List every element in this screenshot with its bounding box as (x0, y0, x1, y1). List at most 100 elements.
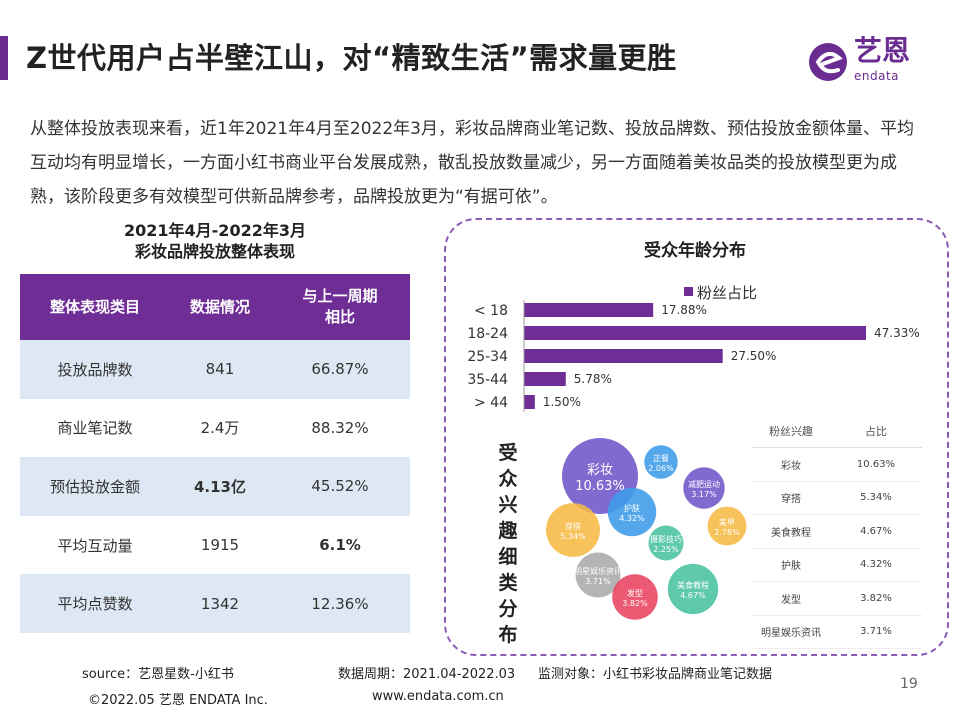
interest-name: 护肤 (781, 561, 801, 573)
legend-swatch (684, 287, 693, 296)
logo-en-text: endata (854, 69, 900, 83)
age-data-label: 5.78% (574, 372, 612, 386)
interest-table: 粉丝兴趣 占比 彩妆 10.63% 穿搭 5.34% 美食教程 4.67% 护肤 4.32% 发… (752, 414, 922, 649)
row-category: 平均点赞数 (20, 574, 170, 633)
header-change-line1: 与上一周期 (302, 287, 378, 305)
age-tick-label: 25-34 (467, 349, 508, 365)
interest-share: 5.34% (860, 492, 892, 504)
footer-website: www.endata.com.cn (372, 689, 504, 704)
row-value: 4.13亿 (170, 457, 270, 516)
interest-bubble: 护肤4.32% (607, 487, 657, 537)
header-category: 整体表现类目 (20, 274, 170, 340)
row-category: 平均互动量 (20, 515, 170, 575)
interest-share: 4.67% (860, 525, 892, 537)
interest-bubble: 发型3.82% (612, 574, 658, 620)
bubble-circle (607, 487, 657, 537)
performance-row: 平均互动量 1915 6.1% (20, 515, 410, 575)
bubble-name: 发型 (627, 588, 643, 598)
row-change: 6.1% (270, 515, 410, 575)
bubble-value: 4.67% (680, 591, 706, 600)
interest-table-row: 发型 3.82% (752, 582, 922, 616)
age-data-label: 47.33% (874, 326, 920, 340)
performance-row: 预估投放金额 4.13亿 45.52% (20, 457, 410, 516)
row-change: 45.52% (270, 457, 410, 516)
interest-name: 美食教程 (771, 527, 811, 539)
bubble-circle (707, 506, 747, 546)
bubble-value: 3.71% (585, 577, 611, 586)
page-number: 19 (900, 676, 918, 692)
age-bar (524, 303, 654, 317)
row-change: 12.36% (270, 574, 410, 633)
interest-table-row: 穿搭 5.34% (752, 482, 922, 515)
bubble-value: 2.78% (714, 528, 740, 537)
bubble-value: 4.32% (619, 514, 645, 523)
row-category: 预估投放金额 (20, 457, 170, 516)
interest-vertical-label: 受众兴趣细类分布 (498, 442, 518, 646)
age-bar (524, 326, 866, 340)
bubble-name: 美食教程 (677, 580, 709, 590)
bubble-name: 护肤 (624, 503, 640, 513)
interest-header-name: 粉丝兴趣 (769, 424, 813, 438)
legend-label: 粉丝占比 (697, 284, 758, 302)
performance-row: 投放品牌数 841 66.87% (20, 340, 410, 399)
footer-target: 监测对象：小红书彩妆品牌商业笔记数据 (538, 667, 773, 682)
row-change: 66.87% (270, 340, 410, 399)
bubble-name: 减肥运动 (688, 479, 720, 489)
intro-paragraph: 从整体投放表现来看，近1年2021年4月至2022年3月，彩妆品牌商业笔记数、投… (30, 119, 914, 207)
bubble-name: 美甲 (719, 517, 735, 527)
bubble-name: 穿搭 (565, 521, 581, 531)
header-change: 与上一周期 相比 (270, 274, 410, 340)
row-category: 商业笔记数 (20, 398, 170, 458)
bubble-circle (644, 445, 678, 479)
performance-title-line2: 彩妆品牌投放整体表现 (134, 242, 295, 261)
logo-cn-text: 艺恩 (854, 34, 911, 67)
age-data-label: 17.88% (661, 303, 707, 317)
title-accent-bar (0, 36, 8, 80)
footer-period: 数据周期：2021.04-2022.03 (338, 667, 516, 682)
performance-title-line1: 2021年4月-2022年3月 (124, 221, 306, 240)
bubble-value: 2.06% (648, 464, 674, 473)
interest-name: 彩妆 (781, 460, 801, 472)
bubble-name: 正餐 (653, 454, 669, 463)
interest-table-row: 护肤 4.32% (752, 549, 922, 582)
bubble-circle (546, 503, 600, 557)
row-value: 841 (170, 340, 270, 399)
bubble-name: 彩妆 (587, 463, 613, 478)
row-value: 1342 (170, 574, 270, 633)
row-category: 投放品牌数 (20, 340, 170, 399)
bubble-circle (667, 563, 719, 615)
age-chart-legend: 粉丝占比 (684, 283, 757, 303)
bubble-name: 摄影技巧 (650, 534, 682, 544)
bubble-circle (575, 552, 621, 598)
age-bar (524, 349, 723, 363)
age-bar (524, 372, 566, 386)
bubble-value: 2.25% (653, 545, 679, 554)
bubble-circle (683, 467, 725, 509)
audience-panel (444, 218, 949, 656)
interest-name: 穿搭 (781, 494, 801, 506)
interest-bubble: 正餐2.06% (644, 445, 678, 479)
bubble-value: 3.82% (622, 599, 648, 608)
interest-table-header: 粉丝兴趣 占比 (752, 414, 922, 448)
footer-source: source：艺恩星数-小红书 (82, 667, 234, 682)
performance-header-row: 整体表现类目 数据情况 与上一周期 相比 (20, 274, 410, 340)
interest-header-share: 占比 (865, 424, 887, 438)
row-value: 2.4万 (170, 398, 270, 458)
performance-row: 平均点赞数 1342 12.36% (20, 574, 410, 633)
bubble-circle (648, 525, 684, 561)
interest-share: 4.32% (860, 559, 892, 571)
bubble-value: 5.34% (560, 532, 586, 541)
page-title: Z世代用户占半壁江山，对“精致生活”需求量更胜 (26, 41, 677, 75)
age-tick-label: 35-44 (467, 372, 508, 388)
interest-name: 发型 (781, 594, 801, 606)
bubble-circle (612, 574, 658, 620)
age-tick-label: > 44 (474, 395, 508, 411)
interest-name: 明星娱乐资讯 (761, 628, 821, 640)
age-bar (524, 395, 535, 409)
age-tick-label: 18-24 (467, 326, 508, 342)
